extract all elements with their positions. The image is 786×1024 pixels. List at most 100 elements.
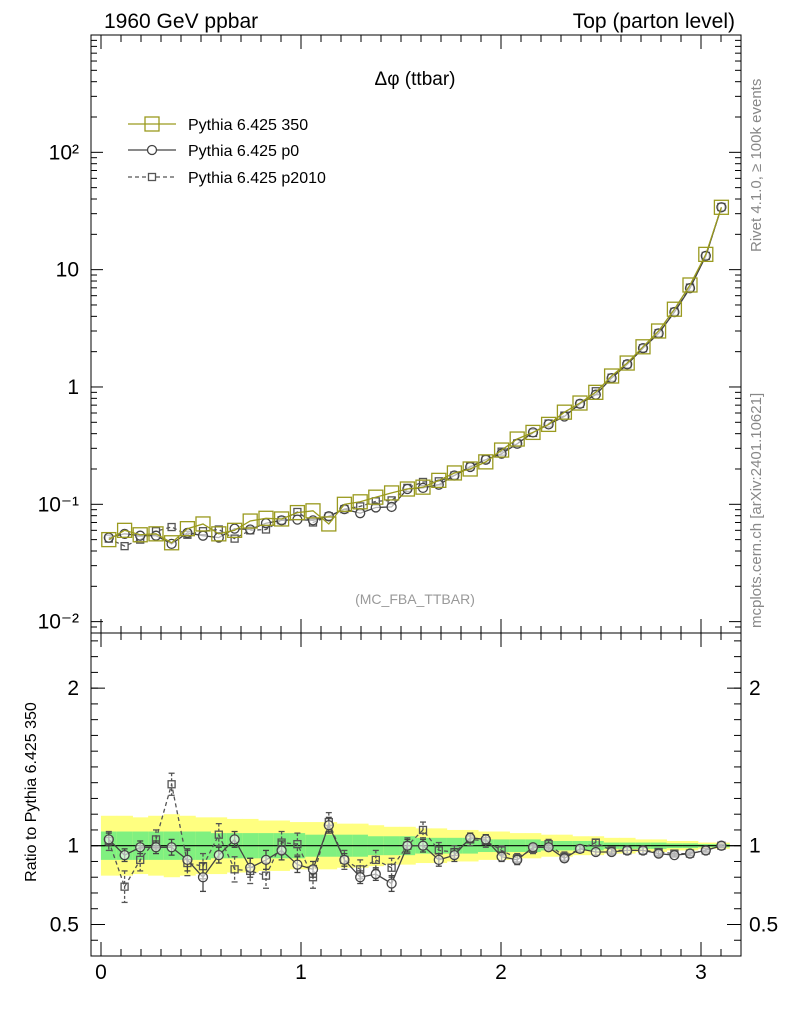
ratio-plot-panel: 0.5 0.5 1 1 2 2 0 1 2 3 Ratio to Pythia 6.425 350: [23, 632, 778, 984]
ratio-point-p0: [622, 845, 633, 856]
main-point-p0: [355, 508, 366, 519]
main-line-ref-350: [108, 207, 723, 544]
main-point-ref-350: [415, 479, 431, 495]
ratio-point-p0: [245, 862, 256, 873]
main-y-tick-label: 10²: [49, 141, 79, 164]
ratio-point-p0: [276, 845, 287, 856]
main-point-p0: [370, 502, 381, 513]
main-point-ref-350: [336, 496, 353, 512]
ratio-point-p0: [700, 845, 711, 856]
legend-entry-p2010: Pythia 6.425 p2010: [128, 170, 326, 187]
ratio-point-p0: [574, 843, 586, 855]
ratio-point-p2010: [371, 855, 380, 865]
ratio-point-p2010: [120, 882, 129, 891]
main-point-ref-350: [713, 199, 730, 215]
ratio-point-p0: [637, 845, 649, 856]
main-point-ref-350: [446, 465, 463, 481]
ratio-point-p0: [355, 872, 366, 883]
main-line-p0: [108, 207, 723, 545]
ratio-point-p0: [182, 854, 193, 866]
ratio-point-p0: [386, 878, 397, 889]
ratio-point-p0: [292, 859, 303, 870]
ratio-point-p0: [480, 834, 491, 845]
main-y-tick-label: 10⁻²: [38, 611, 79, 634]
main-point-ref-350: [132, 527, 148, 543]
ratio-point-p0: [684, 848, 696, 859]
legend-label-p2010: Pythia 6.425 p2010: [188, 170, 326, 187]
main-point-ref-350: [116, 522, 133, 538]
ratio-y-tick-label-right: 2: [749, 677, 761, 700]
ratio-point-p2010: [387, 863, 396, 872]
main-point-ref-350: [698, 246, 714, 263]
ratio-point-p0: [339, 854, 350, 866]
legend-label-p0: Pythia 6.425 p0: [188, 143, 299, 160]
main-point-ref-350: [556, 404, 573, 420]
ratio-point-p0: [119, 850, 130, 861]
main-point-p0: [606, 372, 617, 384]
ratio-y-tick-label-right: 0.5: [749, 913, 778, 936]
main-point-p0: [637, 343, 649, 354]
main-point-ref-350: [635, 339, 651, 355]
main-point-ref-350: [525, 424, 541, 441]
main-point-ref-350: [242, 513, 258, 529]
ratio-point-p0: [323, 820, 334, 831]
main-point-p2010: [120, 541, 129, 551]
ratio-point-p0: [260, 854, 272, 866]
main-point-p0: [135, 530, 146, 541]
main-point-ref-350: [603, 368, 620, 384]
ratio-y-tick-label: 0.5: [50, 913, 79, 936]
ratio-point-p0: [449, 850, 460, 861]
main-point-ref-350: [399, 481, 416, 497]
main-point-ref-350: [478, 454, 494, 470]
main-line-p2010: [108, 206, 723, 547]
main-point-ref-350: [493, 442, 510, 458]
main-point-ref-350: [572, 395, 588, 411]
ratio-point-p0: [653, 848, 664, 859]
header-left-title: 1960 GeV ppbar: [104, 10, 258, 33]
ratio-point-p0: [559, 853, 570, 864]
legend-marker-350: [144, 116, 160, 132]
main-point-p0: [197, 530, 209, 541]
mcplots-label: mcplots.cern.ch [arXiv:2401.10621]: [748, 393, 765, 628]
ratio-point-p0: [590, 846, 601, 858]
x-tick-label: 1: [295, 961, 307, 984]
main-point-p0: [716, 202, 727, 213]
main-axis-ticks: 10⁻² 10⁻¹ 1 10 10²: [38, 35, 742, 634]
main-point-ref-350: [682, 277, 698, 293]
analysis-watermark: (MC_FBA_TTBAR): [355, 591, 475, 607]
main-point-ref-350: [163, 535, 180, 551]
main-point-ref-350: [588, 384, 604, 400]
legend-entry-p0: Pythia 6.425 p0: [128, 143, 299, 160]
main-series-layer: [101, 199, 730, 551]
ratio-line-p2010: [108, 784, 722, 889]
ratio-point-p0: [213, 850, 224, 861]
main-point-ref-350: [273, 511, 290, 527]
main-point-ref-350: [321, 516, 337, 532]
ratio-point-p0: [716, 840, 727, 851]
main-point-ref-350: [195, 516, 211, 532]
ratio-line-p0: [108, 823, 722, 885]
ratio-series-layer: [103, 772, 727, 904]
ratio-frame: [90, 632, 742, 957]
main-point-ref-350: [258, 510, 274, 526]
main-point-ref-350: [368, 489, 384, 505]
ratio-point-p2010: [214, 830, 223, 839]
ratio-point-p0: [512, 854, 523, 866]
main-point-ref-350: [650, 323, 667, 339]
x-tick-label: 0: [95, 961, 107, 984]
ratio-point-p0: [527, 842, 539, 853]
rivet-version-label: Rivet 4.1.0, ≥ 100k events: [748, 79, 765, 252]
x-tick-label: 2: [495, 961, 507, 984]
plot-title: Δφ (ttbar): [375, 69, 456, 90]
ratio-y-tick-label-right: 1: [749, 835, 761, 858]
ratio-point-p0: [103, 834, 114, 845]
ratio-point-p0: [417, 840, 429, 851]
main-point-p0: [386, 501, 397, 513]
ratio-point-p2010: [591, 838, 600, 847]
main-plot-panel: 10⁻² 10⁻¹ 1 10 10² Δφ (ttbar) (MC_FBA_TTBAR)…: [38, 34, 742, 634]
main-point-ref-350: [462, 461, 478, 477]
main-point-p2010: [230, 534, 239, 543]
main-point-ref-350: [289, 504, 306, 521]
ratio-point-p2010: [230, 865, 239, 874]
